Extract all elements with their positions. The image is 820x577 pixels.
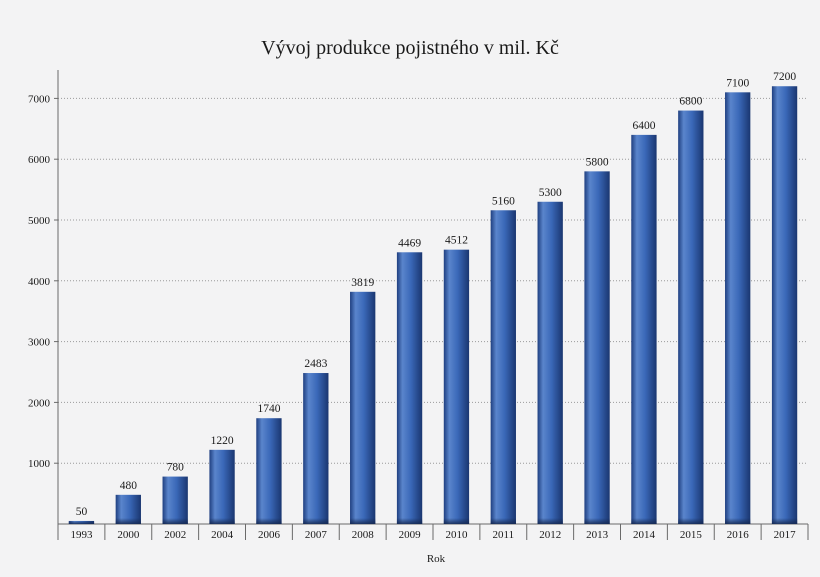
x-tick-label: 2013 [586,529,609,541]
x-tick-label: 2002 [164,529,186,541]
bar-shadow [162,518,188,524]
bar-2002 [162,476,188,524]
data-label: 1740 [257,403,280,415]
bar-shadow [725,518,751,524]
data-labels: 50 480 780 1220 1740 2483 3819 4469 4512 5160 5300… [76,71,797,518]
x-tick-label: 1993 [70,529,93,541]
x-tick-label: 2004 [211,529,234,541]
bar-shadow [256,518,282,524]
bar-2006 [256,418,282,524]
bar-2012 [537,201,563,524]
bar-2015 [678,110,704,524]
bar-shadow [443,518,470,524]
x-axis-label: Rok [427,553,446,565]
bar-shadow [490,518,516,524]
y-tick-label: 4000 [28,276,51,288]
data-label: 6400 [632,120,655,132]
x-tick-label: 2010 [445,529,468,541]
bar-shadow [396,518,423,524]
x-tick-label: 2017 [774,529,797,541]
bar-shadow [303,518,329,524]
bar-shadow [631,518,657,524]
bar-shadow [771,518,798,524]
bar-shadow [537,518,563,524]
bar-shadow [678,518,704,524]
y-tick-labels: 1000 2000 3000 4000 5000 6000 7000 [28,93,51,470]
bar-2011 [490,210,516,524]
bar-2009 [396,252,423,525]
bar-shadow [115,518,141,524]
x-tick-label: 2016 [727,529,750,541]
data-label: 5300 [539,187,562,199]
x-tick-label: 2007 [305,529,328,541]
bar-2014 [631,134,657,524]
bar-shadow [68,520,95,524]
bar-2010 [443,249,470,524]
data-label: 2483 [304,358,327,370]
bar-2013 [584,171,610,525]
bar-2007 [303,373,329,524]
y-tick-label: 6000 [28,154,51,166]
data-label: 4512 [445,235,468,247]
data-label: 3819 [351,277,374,289]
x-tick-label: 2015 [680,529,703,541]
bar-2008 [350,291,376,524]
y-tick-label: 1000 [28,458,51,470]
x-tick-labels: 1993 2000 2002 2004 2006 2007 2008 2009 2010 2011… [70,529,796,541]
x-tick-label: 2012 [539,529,561,541]
data-label: 7100 [726,77,749,89]
data-label: 7200 [773,71,796,83]
bar-2004 [209,449,235,524]
bar-2017 [771,86,798,525]
x-tick-label: 2011 [493,529,515,541]
data-label: 1220 [211,435,234,447]
bar-shadow [350,518,376,524]
y-tick-label: 2000 [28,397,51,409]
data-label: 6800 [679,96,702,108]
y-tick-label: 5000 [28,215,51,227]
data-label: 50 [76,506,88,518]
x-tick-label: 2000 [117,529,140,541]
data-label: 480 [120,480,138,492]
bar-shadow [209,518,235,524]
data-label: 5800 [586,156,609,168]
x-tick-label: 2008 [352,529,375,541]
x-tick-label: 2006 [258,529,281,541]
chart-title: Vývoj produkce pojistného v mil. Kč [261,37,559,59]
bars [68,86,798,525]
x-tick-label: 2009 [399,529,422,541]
y-tick-label: 3000 [28,337,51,349]
y-tick-label: 7000 [28,93,51,105]
bar-2016 [725,92,751,524]
data-label: 780 [167,462,185,474]
bar-shadow [584,518,610,524]
data-label: 5160 [492,195,515,207]
x-tick-label: 2014 [633,529,656,541]
data-label: 4469 [398,237,421,249]
